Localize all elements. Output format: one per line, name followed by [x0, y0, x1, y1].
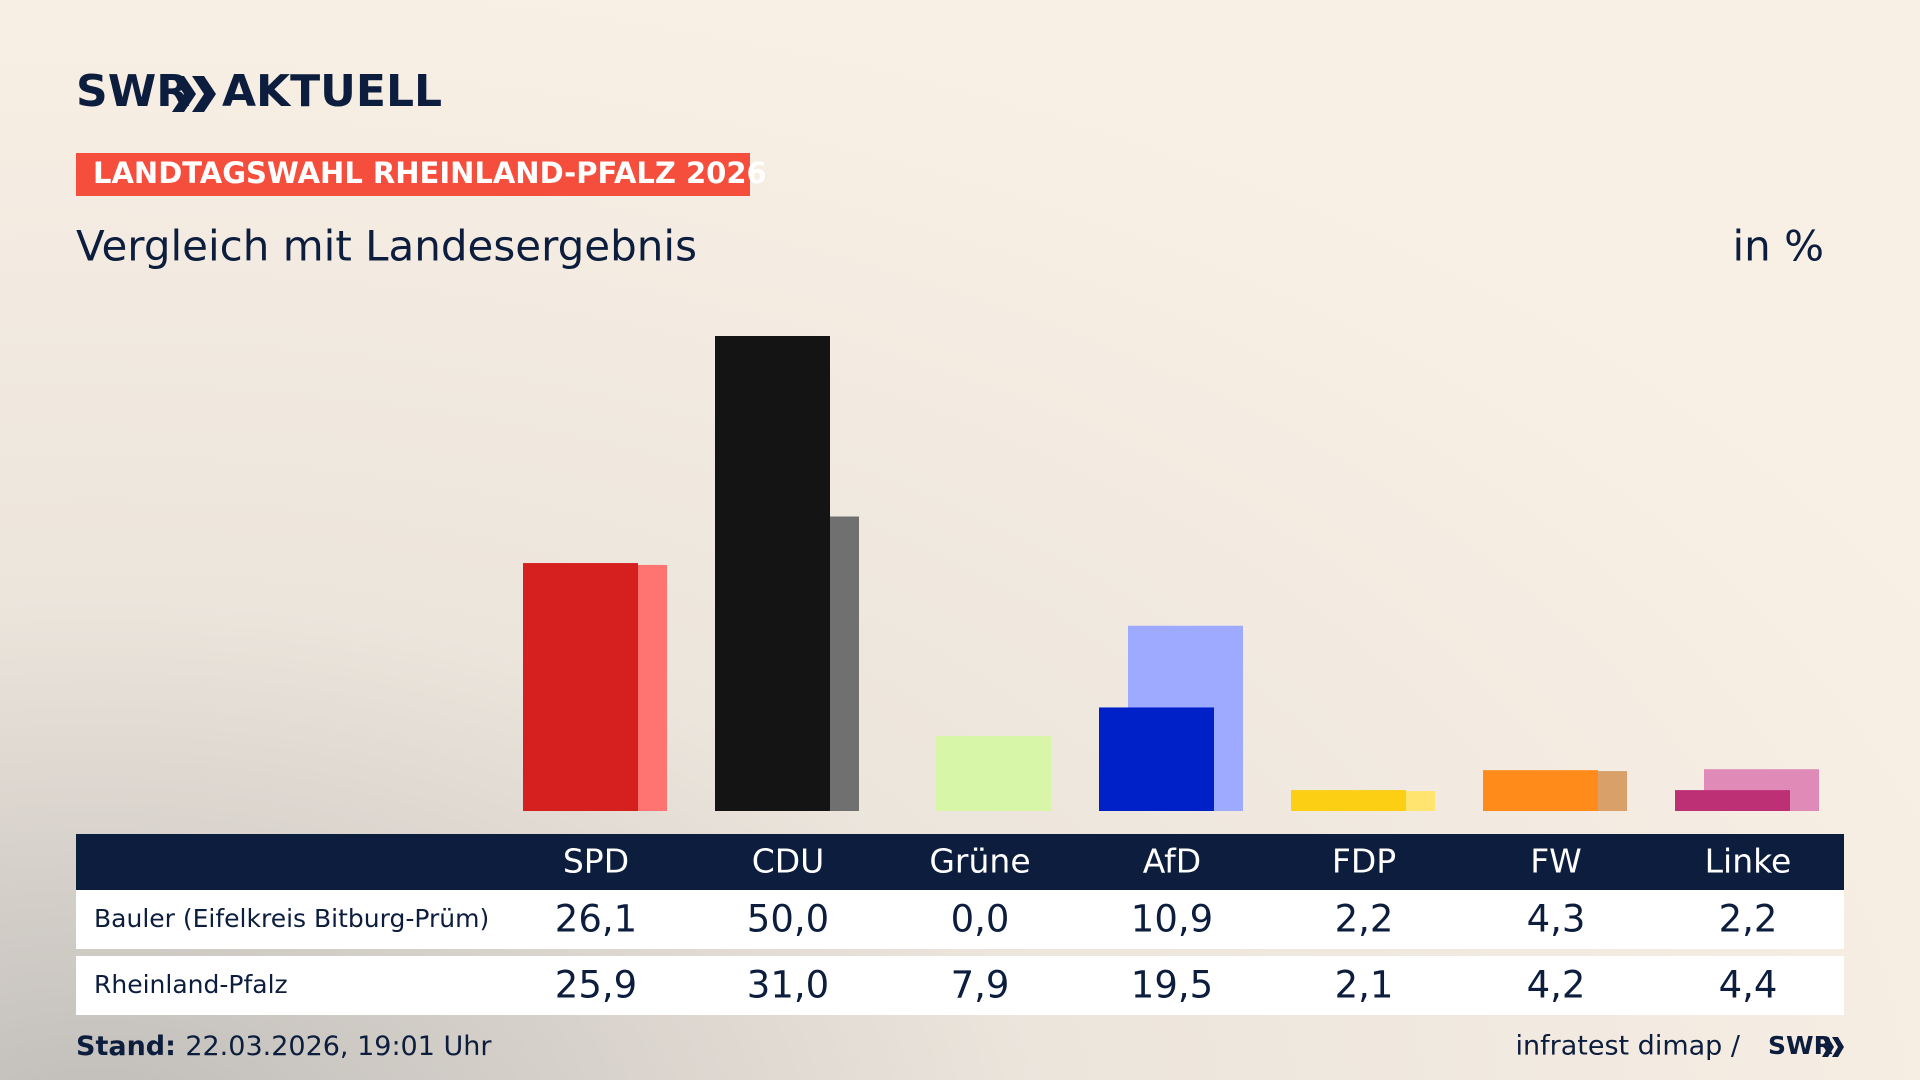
footer-label: Stand: 22.03.2026, 19:01 Uhr: [76, 1031, 492, 1062]
row-label: Rheinland-Pfalz: [94, 970, 288, 999]
logo-text: AKTUELL: [222, 66, 442, 117]
footer-logo: SWR: [1768, 1031, 1833, 1060]
unit: in %: [1732, 222, 1824, 271]
column-header: SPD: [563, 842, 629, 881]
value-label: 50,0: [747, 898, 829, 941]
bar: [1099, 707, 1214, 811]
value-label: 4,2: [1527, 964, 1586, 1007]
bar: [1483, 770, 1598, 811]
value-label: 26,1: [555, 898, 637, 941]
value-label: 25,9: [555, 964, 637, 1007]
value-label: 2,2: [1335, 898, 1394, 941]
value-label: 10,9: [1131, 898, 1213, 941]
column-header: CDU: [752, 842, 825, 881]
footer-date: 22.03.2026, 19:01 Uhr: [185, 1031, 492, 1062]
bar: [1675, 790, 1790, 811]
bar: [715, 336, 830, 811]
column-header: Grüne: [929, 842, 1030, 881]
column-header: FDP: [1332, 842, 1396, 881]
row-label: Bauler (Eifelkreis Bitburg-Prüm): [94, 904, 489, 933]
value-label: 0,0: [951, 898, 1010, 941]
bar: [936, 735, 1051, 811]
footer-source: infratest dimap /: [1515, 1031, 1740, 1062]
value-label: 31,0: [747, 964, 829, 1007]
footer-label: Stand:: [76, 1031, 176, 1062]
value-label: 4,3: [1527, 898, 1586, 941]
bar: [523, 563, 638, 811]
column-header: FW: [1530, 842, 1582, 881]
kicker: LANDTAGSWAHL RHEINLAND-PFALZ 2026: [93, 156, 767, 190]
bar: [1291, 790, 1406, 811]
value-label: 19,5: [1131, 964, 1213, 1007]
logo-chevrons: [172, 76, 216, 112]
value-label: 7,9: [951, 964, 1010, 1007]
value-label: 2,2: [1719, 898, 1778, 941]
chart-title: Vergleich mit Landesergebnis: [76, 222, 697, 271]
footer-chevrons: [1822, 1037, 1844, 1057]
table-row: [76, 890, 1844, 949]
column-header: AfD: [1143, 842, 1201, 881]
table-header: [76, 834, 1844, 890]
value-label: 4,4: [1719, 964, 1778, 1007]
kicker-banner: [76, 153, 750, 196]
logo-text: SWR: [76, 66, 190, 117]
table-row: [76, 956, 1844, 1015]
value-label: 2,1: [1335, 964, 1394, 1007]
column-header: Linke: [1705, 842, 1792, 881]
